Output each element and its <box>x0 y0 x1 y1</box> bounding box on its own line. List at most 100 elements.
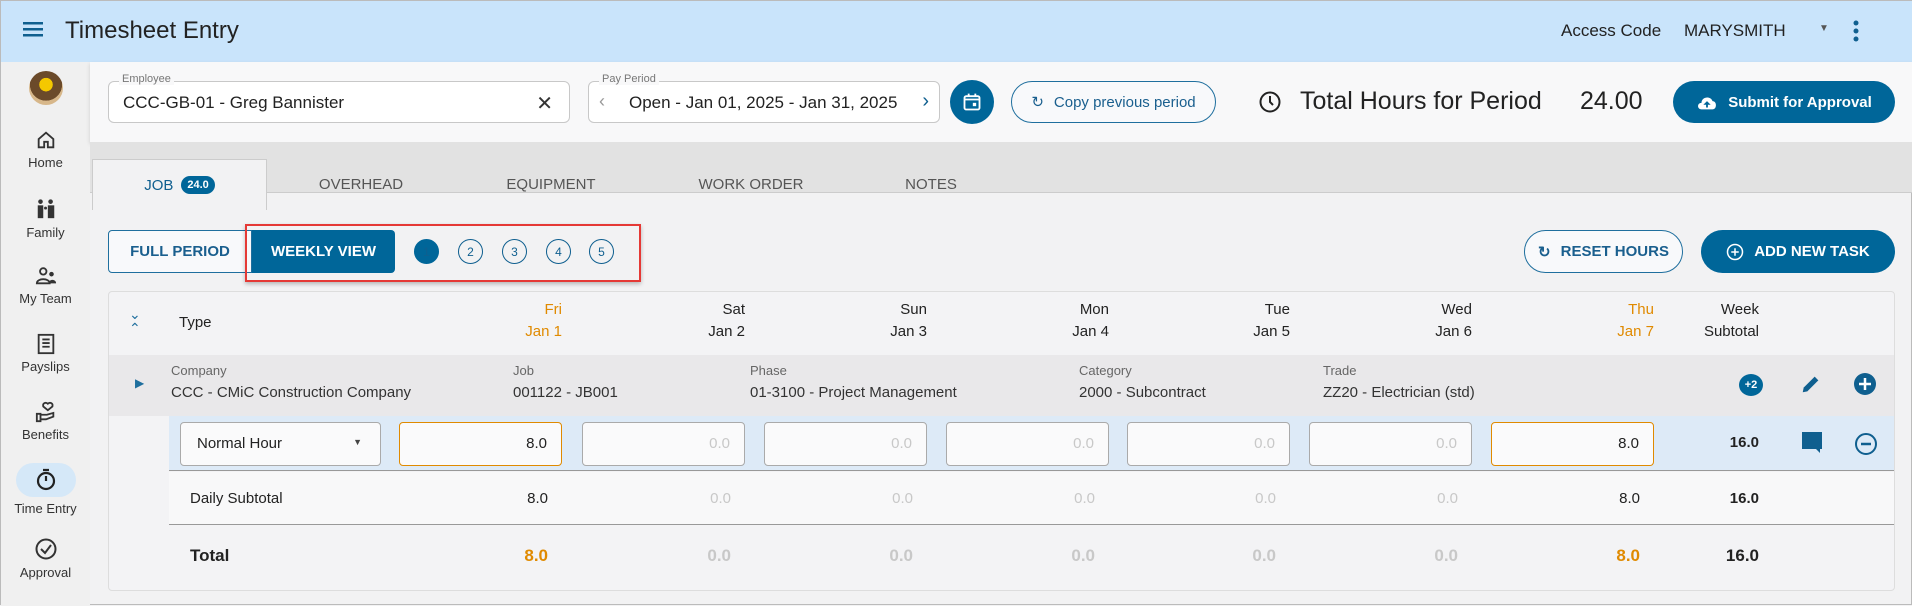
home-icon <box>37 131 54 149</box>
task-row <box>109 355 1894 416</box>
sidebar-item-my-team[interactable]: My Team <box>1 265 90 306</box>
chevron-left-icon[interactable]: ‹ <box>599 91 605 111</box>
day-header: Sun Jan 3 <box>827 299 927 343</box>
week-4-button[interactable]: 4 <box>546 239 571 264</box>
expand-task-icon[interactable]: ▶ <box>135 376 145 390</box>
calendar-button[interactable] <box>950 80 994 124</box>
day-header: Thu Jan 7 <box>1554 299 1654 343</box>
benefits-icon <box>35 401 54 423</box>
tab-bar <box>90 142 1912 193</box>
hour-type-select[interactable]: Normal Hour ▼ <box>180 422 381 466</box>
sidebar-item-label: Payslips <box>21 359 70 374</box>
day-of-week: Sat <box>722 301 745 318</box>
total-cell: 0.0 <box>1071 546 1095 565</box>
sidebar-item-approval[interactable]: Approval <box>1 537 90 580</box>
dropdown-arrow-icon[interactable]: ▼ <box>1819 23 1829 34</box>
copy-previous-period-button[interactable]: ↻ Copy previous period <box>1011 81 1216 123</box>
week-subtotal-header: Week Subtotal <box>1703 301 1759 340</box>
hours-input[interactable]: 0.0 <box>946 422 1109 466</box>
week-1-button[interactable]: 1 <box>414 239 439 264</box>
hours-input[interactable]: 0.0 <box>1127 422 1290 466</box>
total-cell: 8.0 <box>524 546 548 565</box>
refresh-clock-icon: ↻ <box>1031 94 1044 111</box>
full-period-button[interactable]: FULL PERIOD <box>108 230 252 273</box>
dropdown-arrow-icon: ▼ <box>353 437 362 447</box>
check-circle-icon <box>35 538 56 560</box>
week-2-button[interactable]: 2 <box>458 239 483 264</box>
sidebar-item-home[interactable]: Home <box>1 129 90 170</box>
sidebar-item-payslips[interactable]: Payslips <box>1 333 90 374</box>
day-date: Jan 5 <box>1253 323 1290 340</box>
add-icon[interactable] <box>1853 372 1877 401</box>
add-new-task-button[interactable]: ADD NEW TASK <box>1701 230 1895 273</box>
day-header: Tue Jan 5 <box>1190 299 1290 343</box>
family-icon <box>37 199 54 219</box>
expand-collapse-icon[interactable]: ⌄ ⌃ <box>129 306 141 336</box>
daily-subtotal-cell: 8.0 <box>527 490 548 507</box>
reset-hours-button[interactable]: ↻ RESET HOURS <box>1524 230 1683 273</box>
hours-input[interactable]: 8.0 <box>399 422 562 466</box>
tab-equipment[interactable]: EQUIPMENT <box>506 176 596 193</box>
day-header: Wed Jan 6 <box>1372 299 1472 343</box>
week-5-button[interactable]: 5 <box>589 239 614 264</box>
chevron-right-icon[interactable]: › <box>922 90 929 112</box>
sidebar-item-family[interactable]: Family <box>1 197 90 240</box>
sidebar-item-label: Time Entry <box>14 501 77 516</box>
pay-period-label: Pay Period <box>599 73 659 85</box>
task-phase: Phase 01-3100 - Project Management <box>750 363 957 401</box>
tab-work-order[interactable]: WORK ORDER <box>698 176 804 193</box>
sidebar-item-time-entry[interactable]: Time Entry <box>1 463 90 516</box>
hours-input[interactable]: 0.0 <box>764 422 927 466</box>
tab-job[interactable]: JOB 24.0 <box>92 159 267 210</box>
reset-hours-label: RESET HOURS <box>1560 243 1669 260</box>
total-cell: 0.0 <box>1434 546 1458 565</box>
day-date: Jan 2 <box>708 323 745 340</box>
day-date: Jan 3 <box>890 323 927 340</box>
daily-week-subtotal: 16.0 <box>1729 490 1759 507</box>
pay-period-field[interactable]: Pay Period ‹ Open - Jan 01, 2025 - Jan 3… <box>588 73 940 123</box>
copy-previous-label: Copy previous period <box>1053 93 1196 111</box>
refresh-icon: ↻ <box>1538 243 1551 261</box>
employee-field[interactable]: Employee CCC-GB-01 - Greg Bannister ✕ <box>108 73 570 123</box>
more-attributes-badge[interactable]: +2 <box>1739 374 1763 396</box>
add-circle-icon <box>1726 243 1744 260</box>
entry-week-subtotal: 16.0 <box>1729 434 1759 451</box>
tab-label: JOB <box>144 176 174 194</box>
hours-input[interactable]: 0.0 <box>1309 422 1472 466</box>
more-vert-icon[interactable] <box>1853 19 1859 48</box>
day-header: Mon Jan 4 <box>1009 299 1109 343</box>
hours-input[interactable]: 8.0 <box>1491 422 1654 466</box>
edit-icon[interactable] <box>1800 373 1822 400</box>
day-of-week: Sun <box>900 301 927 318</box>
menu-icon[interactable] <box>23 21 43 42</box>
sidebar-item-label: Family <box>26 225 65 240</box>
tab-overhead[interactable]: OVERHEAD <box>318 176 404 193</box>
employee-value: CCC-GB-01 - Greg Bannister <box>123 93 345 112</box>
hours-badge: 24.0 <box>181 176 215 194</box>
day-date: Jan 6 <box>1435 323 1472 340</box>
day-date: Jan 4 <box>1072 323 1109 340</box>
week-3-button[interactable]: 3 <box>502 239 527 264</box>
submit-for-approval-button[interactable]: Submit for Approval <box>1673 81 1895 123</box>
sidebar-item-label: Home <box>28 155 63 170</box>
sidebar-item-benefits[interactable]: Benefits <box>1 401 90 442</box>
day-of-week: Mon <box>1079 301 1109 318</box>
comment-icon[interactable] <box>1801 431 1823 460</box>
sidebar-item-label: My Team <box>19 291 72 306</box>
hours-input[interactable]: 0.0 <box>582 422 745 466</box>
total-cell: 8.0 <box>1616 546 1640 565</box>
clear-icon[interactable]: ✕ <box>536 93 553 115</box>
access-code-select[interactable]: MARYSMITH <box>1684 21 1786 40</box>
weekly-view-button[interactable]: WEEKLY VIEW <box>252 230 395 273</box>
total-cell: 0.0 <box>889 546 913 565</box>
remove-icon[interactable] <box>1854 432 1878 461</box>
task-trade: Trade ZZ20 - Electrician (std) <box>1323 363 1475 401</box>
total-cell: 0.0 <box>707 546 731 565</box>
calendar-icon <box>963 93 981 111</box>
payslip-icon <box>37 333 54 355</box>
day-date: Jan 7 <box>1617 323 1654 340</box>
pay-period-value: Open - Jan 01, 2025 - Jan 31, 2025 <box>629 93 898 112</box>
tab-notes[interactable]: NOTES <box>905 176 957 193</box>
day-header: Fri Jan 1 <box>462 299 562 343</box>
avatar[interactable] <box>29 71 63 105</box>
